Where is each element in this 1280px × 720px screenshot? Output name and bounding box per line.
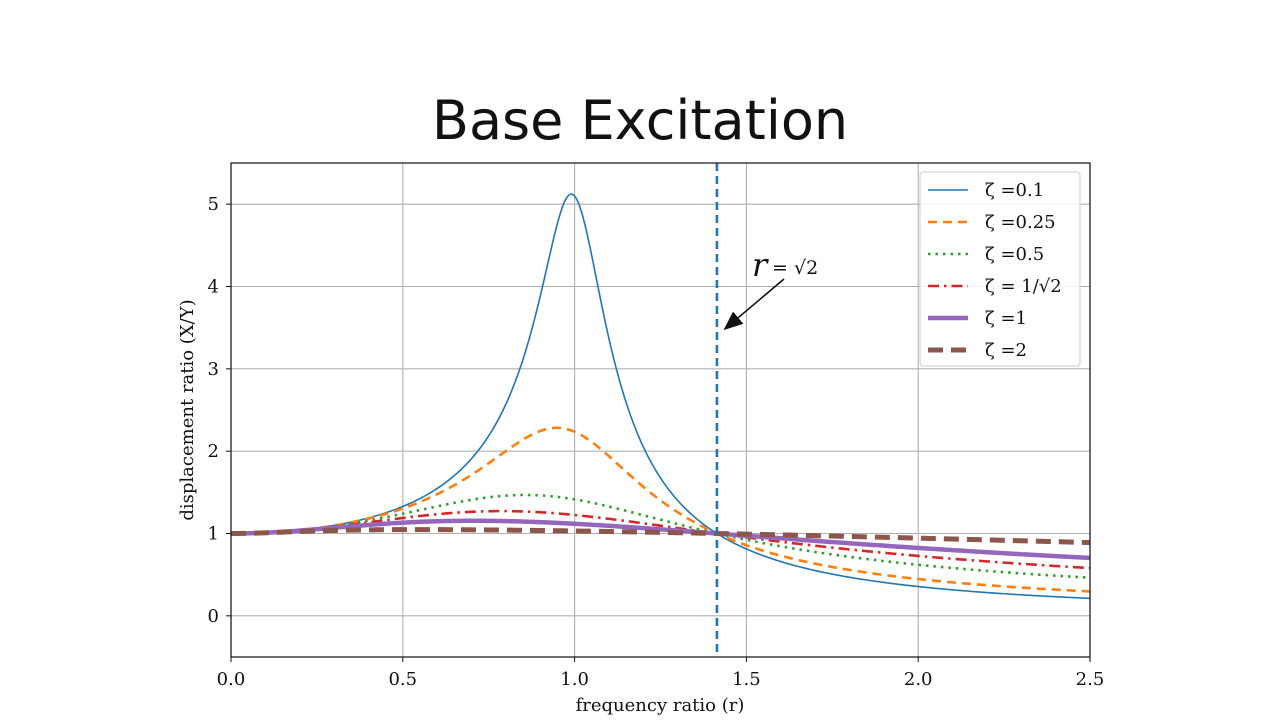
x-tick-label-3: 1.5 — [732, 669, 761, 690]
series-line-5 — [231, 527, 1091, 546]
y-tick-label-4: 4 — [208, 277, 219, 298]
annotation-r: r — [752, 246, 769, 284]
x-tick-label-5: 2.5 — [1076, 669, 1105, 690]
series-line-1 — [231, 426, 1091, 593]
legend-box — [919, 171, 1081, 367]
legend-label-1: ζ =0.25 — [985, 212, 1056, 233]
annotation: r = √2 — [723, 246, 818, 331]
legend-label-4: ζ =1 — [985, 308, 1027, 329]
annotation-eq: = √2 — [772, 257, 818, 279]
legend: ζ =0.1 ζ =0.25 ζ =0.5 ζ = 1/√2 ζ =1 ζ =2 — [919, 171, 1081, 367]
axis-ticks: 0.0 0.5 1.0 1.5 2.0 2.5 0 1 2 3 4 5 — [208, 194, 1105, 690]
series-line-2 — [231, 493, 1091, 580]
annotation-arrow — [723, 278, 785, 331]
x-tick-label-2: 1.0 — [560, 669, 589, 690]
legend-label-3: ζ = 1/√2 — [985, 276, 1062, 297]
x-tick-label-4: 2.0 — [904, 669, 933, 690]
series-line-4 — [231, 518, 1091, 561]
y-axis-label: displacement ratio (X/Y) — [177, 299, 198, 520]
plot-frame — [230, 162, 1091, 658]
slide-title: Base Excitation — [431, 89, 849, 152]
series-line-0 — [231, 193, 1091, 600]
x-tick-label-0: 0.0 — [217, 669, 246, 690]
y-tick-label-3: 3 — [208, 359, 219, 380]
y-tick-label-1: 1 — [208, 524, 219, 545]
x-axis-label: frequency ratio (r) — [576, 695, 745, 716]
y-tick-label-5: 5 — [208, 194, 219, 215]
legend-label-0: ζ =0.1 — [985, 180, 1044, 201]
series-curves — [231, 193, 1091, 600]
x-tick-label-1: 0.5 — [388, 669, 417, 690]
y-tick-label-0: 0 — [208, 606, 219, 627]
legend-label-5: ζ =2 — [985, 340, 1027, 361]
y-tick-label-2: 2 — [208, 441, 219, 462]
legend-label-2: ζ =0.5 — [985, 244, 1044, 265]
series-line-3 — [231, 509, 1091, 570]
